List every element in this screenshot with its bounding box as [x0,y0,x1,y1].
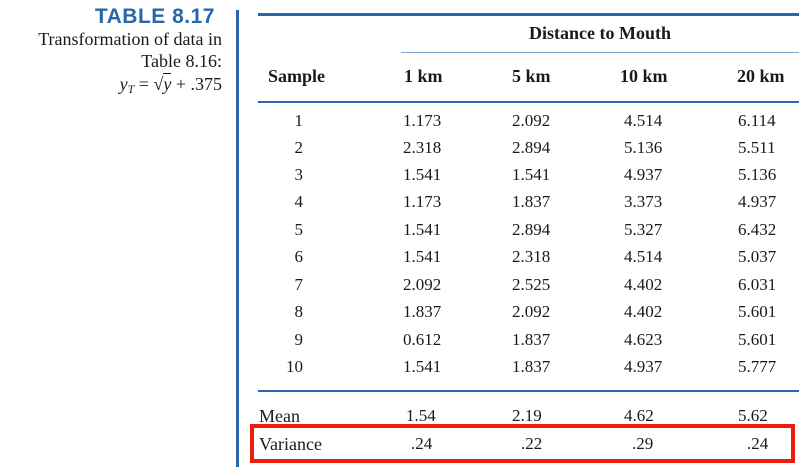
value-cell: 2.092 [512,302,551,321]
mean-label: Mean [259,406,300,426]
formula-radicand: y [163,73,172,94]
value-cell: 5.136 [738,165,777,184]
value-cell: 2.894 [512,220,551,239]
formula-y: y [119,74,128,94]
value-cell: 4.402 [624,275,663,294]
vertical-divider [236,10,239,467]
sample-cell: 9 [294,330,304,349]
table-caption: TABLE 8.17 Transformation of data in Tab… [0,6,222,100]
value-cell: 2.092 [403,275,442,294]
caption-line-2: Table 8.16: [141,51,222,71]
sample-cell: 2 [294,138,304,157]
value-cell: 6.114 [738,111,776,130]
value-cell: 4.937 [738,192,777,211]
transformation-formula: yT = √y + .375 [0,73,222,100]
value-cell: 4.514 [624,247,663,266]
value-cell: 6.432 [738,220,777,239]
column-header-sample: Sample [268,66,326,86]
variance-highlight-box [250,424,795,463]
sample-cell: 7 [294,275,304,294]
formula-equals: = [134,74,154,94]
value-cell: 5.327 [624,220,663,239]
value-cell: 1.173 [403,192,442,211]
value-cell: 2.092 [512,111,551,130]
value-cell: 5.136 [624,138,663,157]
formula-radical: √ [153,74,164,94]
sample-cell: 4 [294,192,304,211]
value-cell: 4.937 [624,357,663,376]
value-cell: 5.777 [738,357,777,376]
group-header-distance: Distance to Mouth [529,23,671,43]
value-cell: 6.031 [738,275,777,294]
value-cell: 4.402 [624,302,663,321]
value-cell: 2.894 [512,138,551,157]
value-cell: 1.541 [403,247,442,266]
mean-value: 4.62 [624,406,654,425]
value-cell: 1.541 [403,165,442,184]
value-cell: 5.037 [738,247,777,266]
sample-cell: 5 [294,220,304,239]
stats-separator-rule [258,390,799,392]
column-header-1km: 1 km [404,66,443,86]
value-cell: 4.937 [624,165,663,184]
value-cell: 1.837 [512,192,551,211]
value-cell: 4.514 [624,111,663,130]
mean-value: 2.19 [512,406,542,425]
value-cell: 1.541 [403,220,442,239]
variance-value: .24 [411,434,433,453]
mean-value: 5.62 [738,406,768,425]
caption-line-1: Transformation of data in [38,29,222,49]
sample-cell: 8 [294,302,304,321]
value-cell: 1.837 [512,330,551,349]
formula-subscript: T [127,82,135,96]
value-cell: 5.511 [738,138,776,157]
value-cell: 1.837 [403,302,442,321]
sample-cell: 1 [294,111,304,130]
sample-cell: 3 [294,165,304,184]
value-cell: 1.541 [403,357,442,376]
column-header-20km: 20 km [737,66,785,86]
value-cell: 4.623 [624,330,663,349]
variance-value: .24 [747,434,769,453]
value-cell: 1.837 [512,357,551,376]
table-number: TABLE 8.17 [94,5,215,28]
mean-value: 1.54 [406,406,436,425]
formula-tail: + .375 [171,74,222,94]
header-bottom-rule [258,101,799,103]
value-cell: 2.318 [403,138,442,157]
value-cell: 1.541 [512,165,551,184]
value-cell: 5.601 [738,330,777,349]
value-cell: 0.612 [403,330,442,349]
table-top-rule [258,13,799,16]
variance-label: Variance [259,434,322,454]
group-span-rule [401,52,799,53]
value-cell: 3.373 [624,192,663,211]
value-cell: 1.173 [403,111,442,130]
variance-value: .22 [521,434,543,453]
value-cell: 5.601 [738,302,777,321]
variance-value: .29 [632,434,654,453]
column-header-10km: 10 km [620,66,668,86]
sample-cell: 6 [294,247,304,266]
value-cell: 2.318 [512,247,551,266]
column-header-5km: 5 km [512,66,551,86]
value-cell: 2.525 [512,275,551,294]
sample-cell: 10 [286,357,303,376]
